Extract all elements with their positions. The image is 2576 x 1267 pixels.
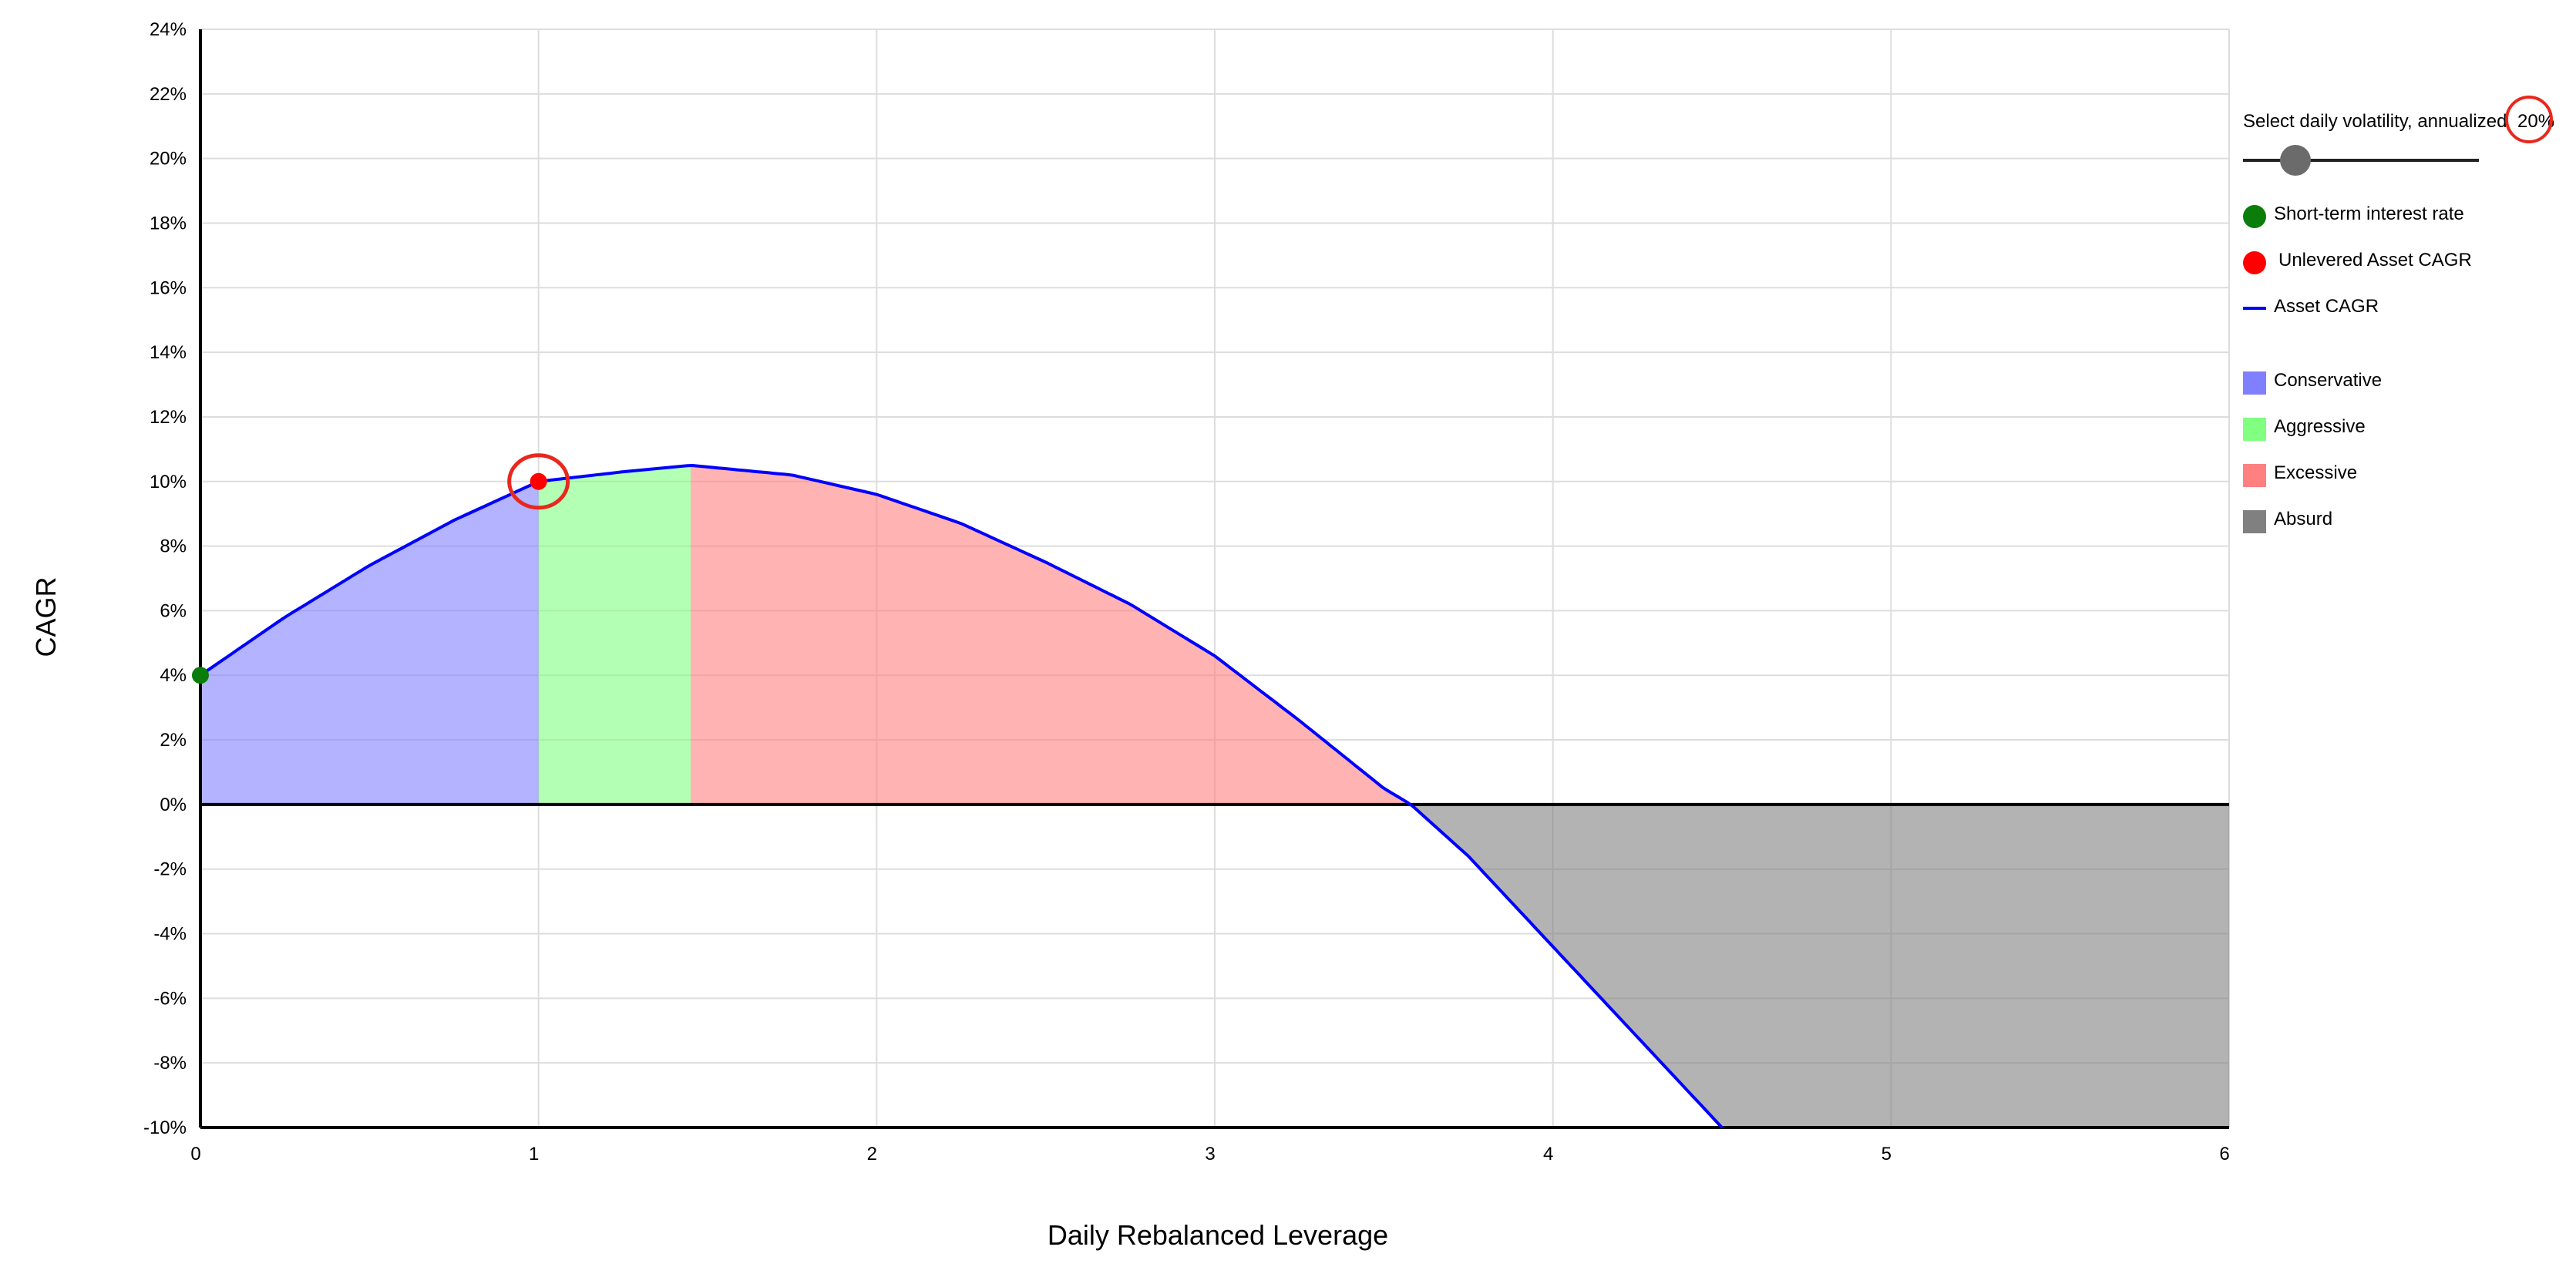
volatility-slider-thumb[interactable] — [2280, 145, 2311, 176]
volatility-label: Select daily volatility, annualized — [2243, 111, 2507, 132]
y-tick-label: 12% — [150, 407, 187, 428]
x-tick-label: 3 — [1205, 1144, 1215, 1164]
x-tick-label: 0 — [190, 1144, 200, 1164]
y-tick-label: -6% — [153, 988, 187, 1009]
blue-square-icon — [2243, 371, 2266, 395]
x-tick-label: 1 — [529, 1144, 539, 1164]
y-tick-label: -10% — [143, 1117, 187, 1138]
x-tick-label: 4 — [1543, 1144, 1553, 1164]
legend-label: Conservative — [2274, 370, 2383, 391]
zone-conservative — [200, 481, 539, 805]
volatility-slider-track[interactable] — [2243, 159, 2479, 162]
volatility-value-highlight — [2505, 96, 2553, 143]
zone-absurd — [1411, 804, 2229, 1128]
unlevered-cagr-highlight — [507, 453, 570, 510]
y-tick-label: 0% — [160, 795, 187, 815]
legend-label: Excessive — [2274, 462, 2358, 483]
green-dot-icon — [2243, 205, 2266, 228]
tick-labels: 24% 22% 20% 18% 16% 14% 12% 10% 8% 6% 4% 2% 0% -2% -4%… — [143, 19, 2230, 1164]
asset-cagr-curve-layer — [199, 463, 1723, 1129]
y-tick-label: 16% — [150, 277, 187, 298]
zone-excessive — [691, 465, 1411, 805]
y-tick-label: 22% — [150, 84, 187, 105]
y-tick-label: 4% — [160, 665, 187, 686]
y-tick-label: 14% — [150, 342, 187, 363]
y-tick-label: -2% — [153, 859, 187, 880]
x-tick-label: 2 — [867, 1144, 877, 1164]
green-square-icon — [2243, 418, 2266, 441]
volatility-slider-row: Select daily volatility, annualized 20% — [2243, 96, 2567, 176]
blue-line-icon — [2243, 307, 2266, 310]
y-tick-label: 20% — [150, 149, 187, 170]
zone-aggressive — [538, 465, 691, 805]
marker-points — [192, 453, 570, 684]
chart-controls: Select daily volatility, annualized 20% … — [2243, 96, 2567, 533]
y-tick-label: 6% — [160, 600, 187, 621]
legend-label: Aggressive — [2274, 416, 2366, 437]
axes — [199, 29, 2229, 1129]
y-tick-label: 18% — [150, 213, 187, 234]
y-tick-label: 10% — [150, 472, 187, 492]
red-square-icon — [2243, 464, 2266, 487]
y-tick-label: -4% — [153, 924, 187, 945]
y-tick-label: -8% — [153, 1053, 187, 1074]
legend-label: Short-term interest rate — [2274, 203, 2464, 224]
legend-label: Unlevered Asset CAGR — [2278, 250, 2472, 271]
y-axis-title: CAGR — [30, 576, 62, 657]
gray-square-icon — [2243, 510, 2266, 533]
y-tick-label: 2% — [160, 730, 187, 751]
x-tick-label: 6 — [2219, 1144, 2229, 1164]
legend-label: Absurd — [2274, 509, 2333, 529]
asset-cagr-line — [199, 463, 1723, 1129]
short-term-rate-point — [192, 667, 209, 684]
unlevered-cagr-point — [530, 472, 547, 490]
x-axis-title: Daily Rebalanced Leverage — [1048, 1219, 1388, 1251]
y-tick-label: 8% — [160, 536, 187, 557]
x-tick-label: 5 — [1882, 1144, 1892, 1164]
legend-label: Asset CAGR — [2274, 296, 2379, 317]
red-dot-icon — [2243, 251, 2266, 274]
leverage-zones — [200, 465, 2229, 1128]
y-tick-label: 24% — [150, 19, 187, 40]
